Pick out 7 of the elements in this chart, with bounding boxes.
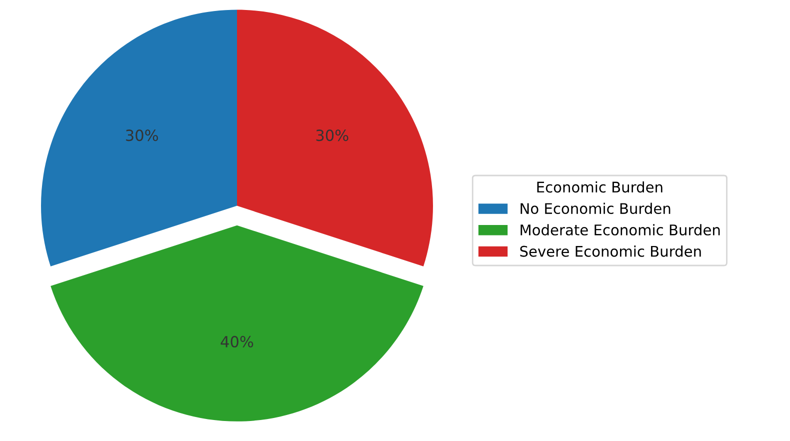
legend-label: Severe Economic Burden [520,246,701,257]
data-label: 30% [316,130,348,142]
data-label: 40% [220,336,254,348]
data-label: 30% [126,130,158,142]
legend-title: Economic Burden [537,181,662,193]
legend-label: No Economic Burden [520,202,670,214]
legend-label: Moderate Economic Burden [520,224,720,236]
